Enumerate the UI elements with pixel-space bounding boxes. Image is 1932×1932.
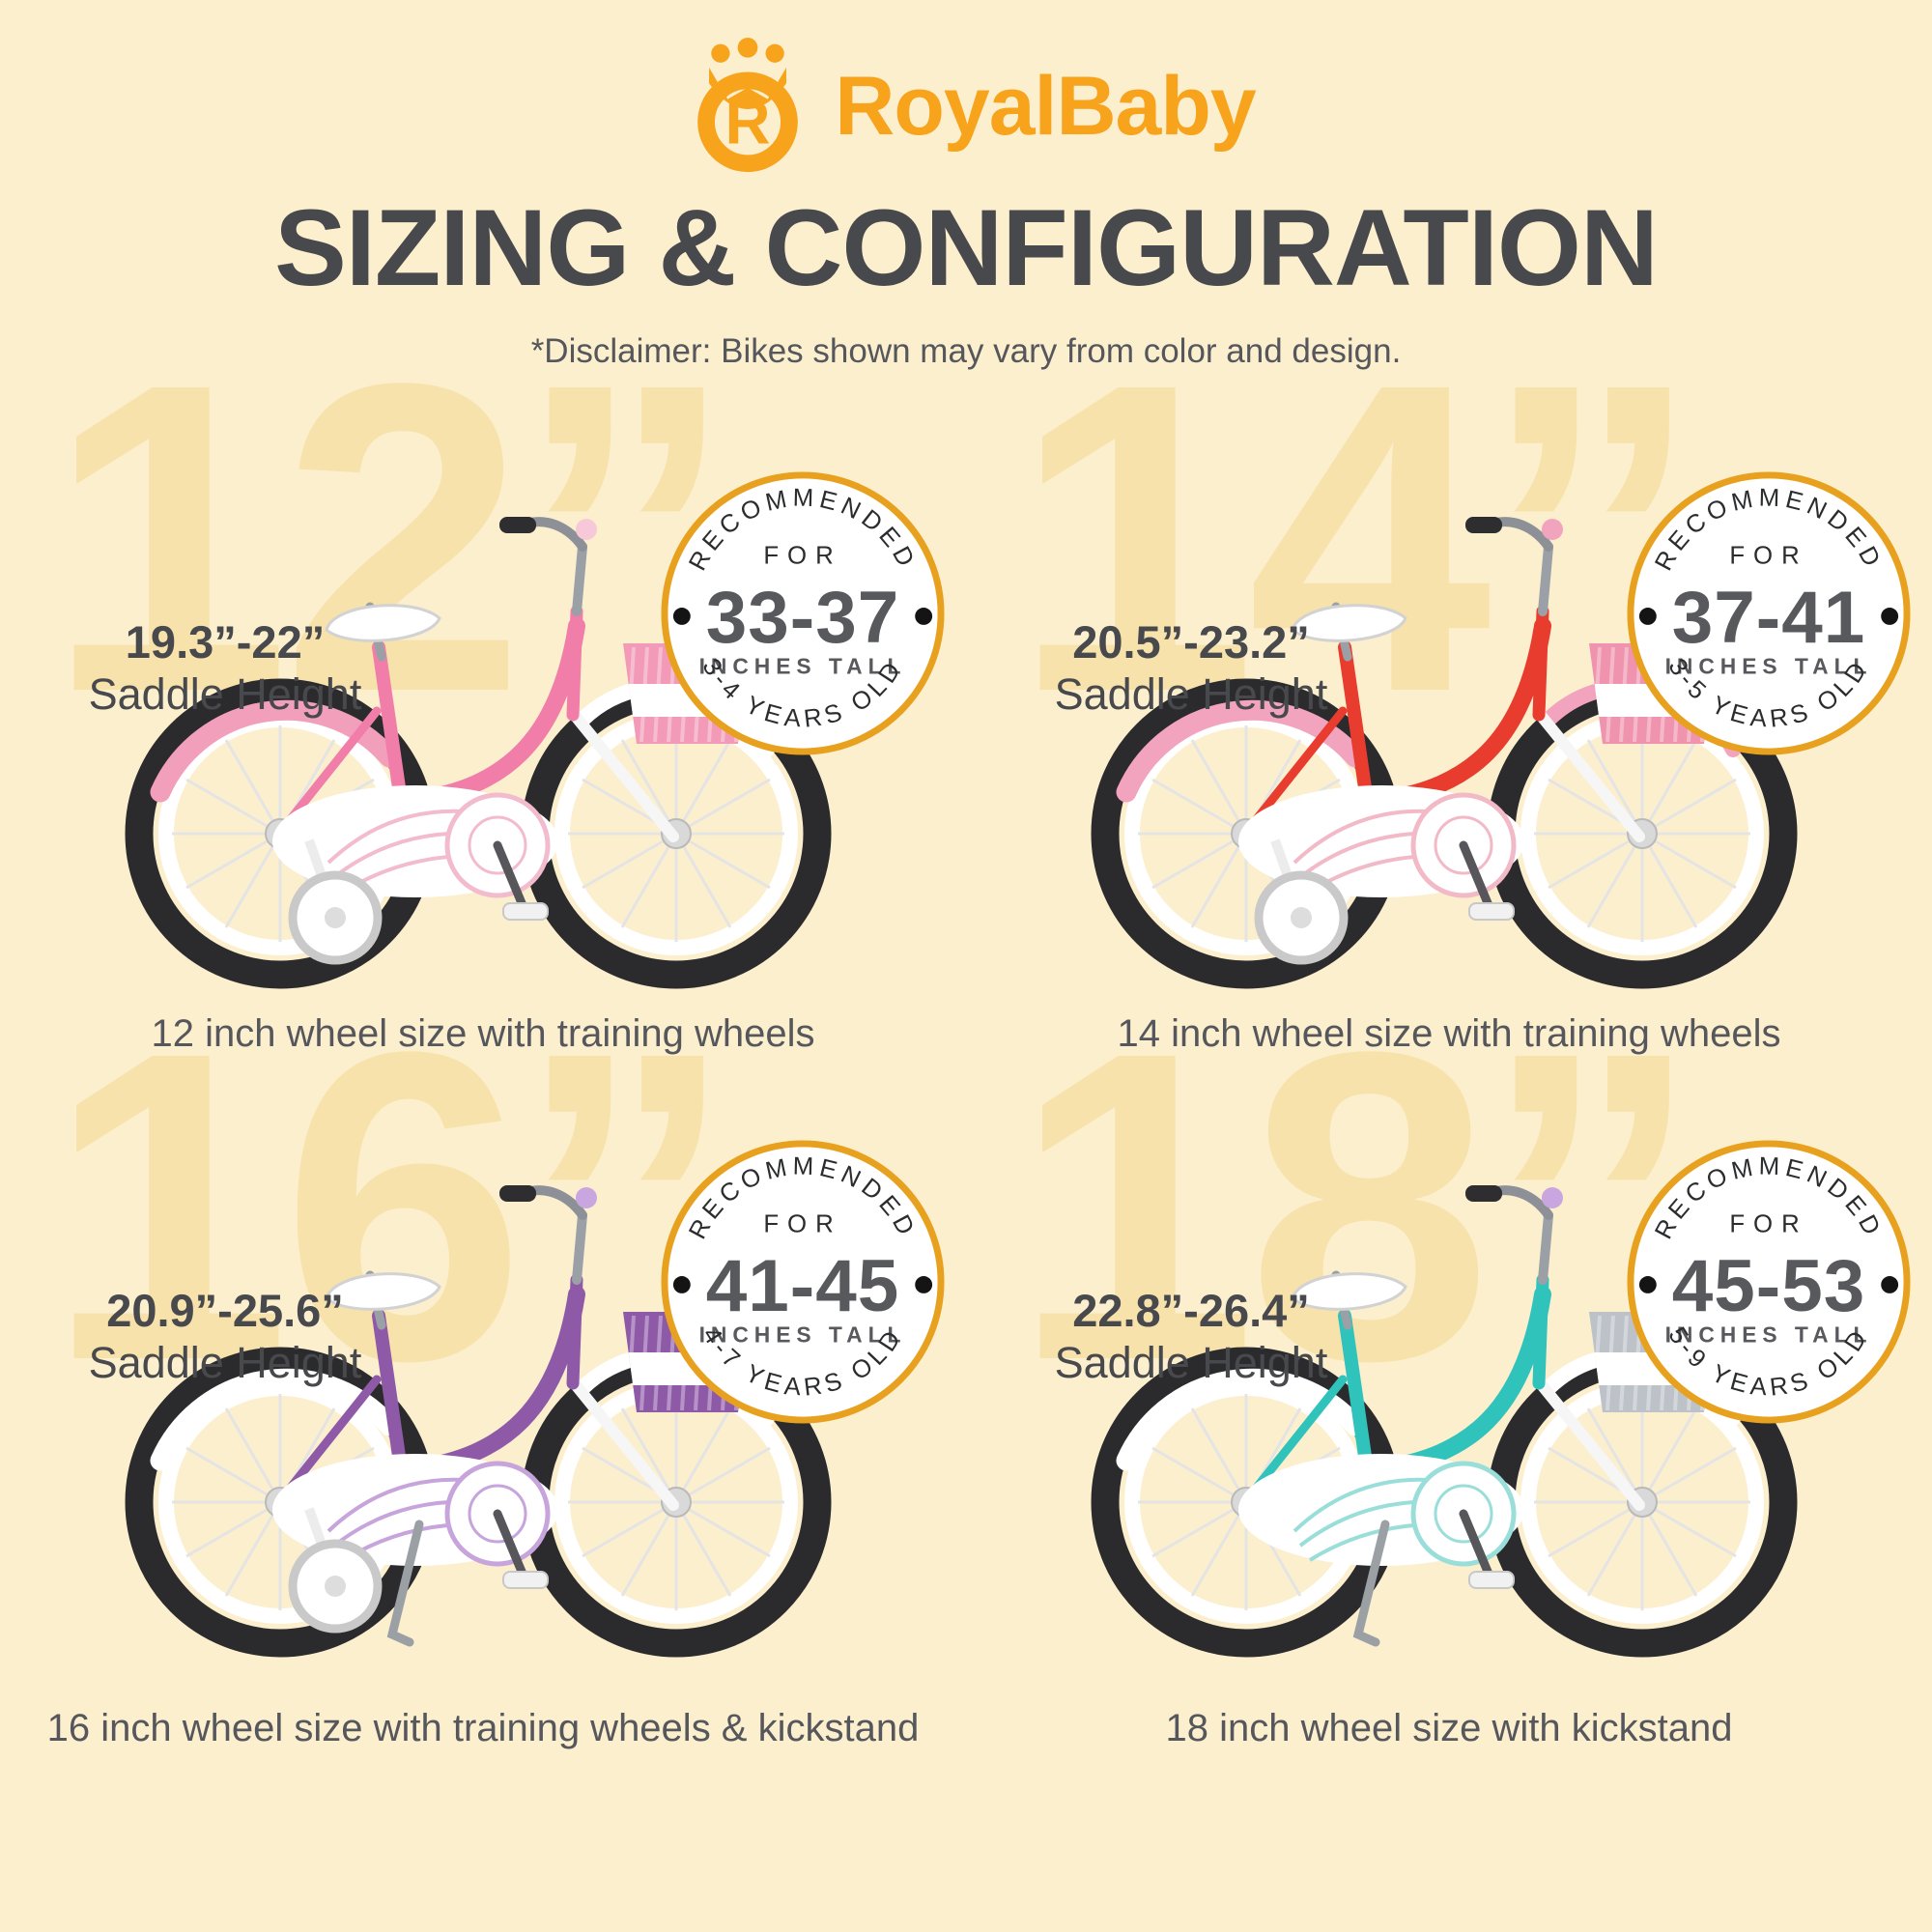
badge-height-range: 45-53: [1672, 1245, 1866, 1327]
size-section-18in: 18”: [1005, 987, 1911, 1760]
badge-for-label: FOR: [763, 542, 841, 569]
badge-inches-label: INCHES TALL: [699, 654, 907, 679]
fork: [1533, 707, 1645, 842]
crank-arm: [1459, 840, 1495, 915]
kickstand: [386, 1520, 424, 1647]
royalbaby-crown-icon: R: [697, 37, 799, 173]
saddle-graphic: [1291, 1272, 1407, 1311]
size-caption: 12 inch wheel size with training wheels: [151, 1012, 815, 1055]
recommendation-badge: RECOMMENDED FOR 45-53 INCHES TALL 5-9 YE…: [1627, 1140, 1911, 1424]
pedal: [1468, 902, 1515, 921]
training-wheel: [288, 1507, 383, 1634]
badge-for-label: FOR: [1729, 1210, 1807, 1237]
background-size-number: 18”: [1012, 961, 1702, 1452]
bike-graphic: [125, 1185, 832, 1658]
brand-name: RoyalBaby: [835, 59, 1256, 153]
saddle-graphic: [1291, 604, 1407, 642]
crank-arm: [493, 840, 529, 915]
training-wheel: [1254, 838, 1349, 965]
stem: [1538, 1210, 1553, 1285]
svg-text:R: R: [725, 86, 771, 156]
saddle-height-label: Saddle Height: [1054, 1338, 1328, 1388]
size-section-16in: 16”: [39, 987, 945, 1760]
seat-tube: [1338, 640, 1375, 814]
pedal: [502, 1571, 549, 1589]
background-size-number: 12”: [46, 293, 736, 783]
bike-illustration: [97, 1092, 860, 1671]
handlebar-decoration: [1542, 1187, 1563, 1208]
seat-tube: [372, 640, 409, 814]
bike-illustration: [1063, 1092, 1826, 1671]
saddle-graphic: [325, 1272, 441, 1311]
saddle-height-block: 22.8”-26.4” Saddle Height: [1022, 1285, 1360, 1389]
stem: [572, 1210, 587, 1285]
seat-tube: [372, 1309, 409, 1483]
training-wheel: [288, 838, 383, 965]
handlebar-decoration: [1542, 519, 1563, 540]
size-section-12in: 12”: [39, 319, 945, 1092]
saddle-height-label: Saddle Height: [1054, 669, 1328, 720]
fork: [567, 707, 679, 842]
handlebar-grip: [499, 517, 536, 533]
size-section-14in: 14”: [1005, 319, 1911, 1092]
size-caption: 18 inch wheel size with kickstand: [1165, 1707, 1733, 1749]
badge-for-label: FOR: [763, 1210, 841, 1237]
handlebar-decoration: [576, 1187, 597, 1208]
bike-graphic: [1091, 1185, 1798, 1658]
stem: [572, 542, 587, 616]
fork: [1533, 1376, 1645, 1511]
stem: [1538, 542, 1553, 616]
saddle-height-block: 20.9”-25.6” Saddle Height: [56, 1285, 394, 1389]
disclaimer-text: *Disclaimer: Bikes shown may vary from c…: [530, 332, 1402, 370]
recommendation-badge: RECOMMENDED FOR 33-37 INCHES TALL 3-4 YE…: [661, 471, 945, 755]
bike-illustration: [97, 423, 860, 1003]
recommendation-badge: RECOMMENDED FOR 41-45 INCHES TALL 4-7 YE…: [661, 1140, 945, 1424]
fork: [567, 1376, 679, 1511]
saddle-height-range: 22.8”-26.4”: [1072, 1285, 1310, 1336]
saddle-graphic: [325, 604, 441, 642]
crank-arm: [493, 1509, 529, 1583]
size-caption: 16 inch wheel size with training wheels …: [46, 1707, 920, 1749]
recommendation-badge: RECOMMENDED FOR 37-41 INCHES TALL 3-5 YE…: [1627, 471, 1911, 755]
badge-height-range: 37-41: [1672, 577, 1866, 659]
saddle-height-range: 20.9”-25.6”: [106, 1285, 344, 1336]
handlebar-grip: [1465, 1185, 1502, 1202]
bike-graphic: [125, 517, 832, 989]
seat-tube: [1338, 1309, 1375, 1483]
crank-arm: [1459, 1509, 1495, 1583]
handlebar-grip: [1465, 517, 1502, 533]
badge-inches-label: INCHES TALL: [1665, 654, 1873, 679]
background-size-number: 14”: [1012, 293, 1702, 783]
background-size-number: 16”: [46, 961, 736, 1452]
handlebar-grip: [499, 1185, 536, 1202]
saddle-height-label: Saddle Height: [88, 669, 362, 720]
pedal: [1468, 1571, 1515, 1589]
saddle-height-range: 19.3”-22”: [125, 616, 326, 668]
kickstand: [1352, 1520, 1390, 1647]
badge-height-range: 41-45: [706, 1245, 900, 1327]
saddle-height-block: 20.5”-23.2” Saddle Height: [1022, 616, 1360, 721]
badge-inches-label: INCHES TALL: [699, 1322, 907, 1348]
saddle-height-range: 20.5”-23.2”: [1072, 616, 1310, 668]
handlebar-decoration: [576, 519, 597, 540]
badge-height-range: 33-37: [706, 577, 900, 659]
pedal: [502, 902, 549, 921]
size-caption: 14 inch wheel size with training wheels: [1117, 1012, 1781, 1055]
saddle-height-label: Saddle Height: [88, 1338, 362, 1388]
brand-logo: R RoyalBaby: [0, 35, 1932, 178]
saddle-height-block: 19.3”-22” Saddle Height: [56, 616, 394, 721]
badge-for-label: FOR: [1729, 542, 1807, 569]
badge-inches-label: INCHES TALL: [1665, 1322, 1873, 1348]
page-title: SIZING & CONFIGURATION: [274, 187, 1659, 308]
